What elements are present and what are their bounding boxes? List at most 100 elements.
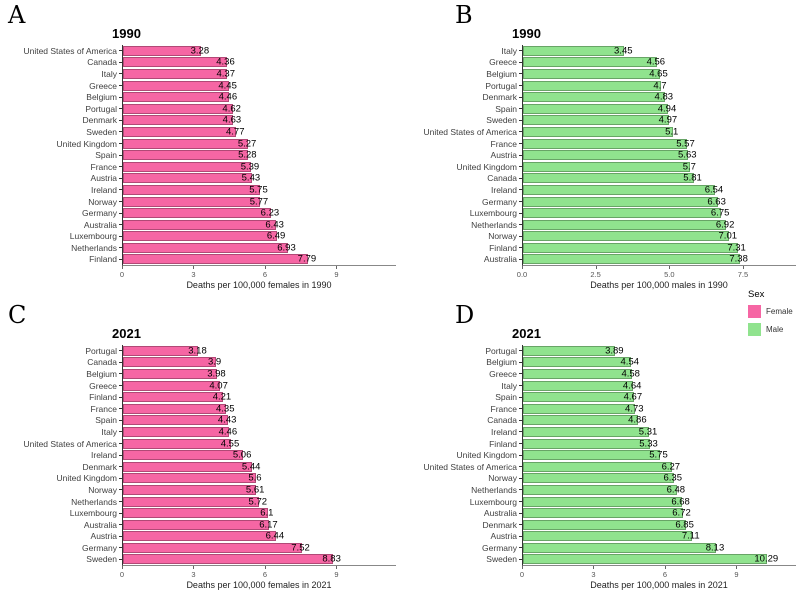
panel-letter: D	[455, 301, 475, 329]
chart-body: Italy Greece Belgium Portugal Denmark Spain Sw…	[404, 45, 796, 267]
country-name: Sweden	[86, 126, 117, 137]
country-name: United States of America	[23, 45, 117, 56]
bar-row: 3.18	[123, 345, 396, 357]
country-name: Ireland	[91, 450, 117, 461]
y-tick-mark	[119, 189, 122, 191]
bar-row: 6.27	[523, 461, 796, 473]
y-tick-mark	[119, 73, 122, 75]
y-axis-label: Finland	[404, 242, 522, 254]
legend-item-male: Male	[748, 323, 793, 336]
bar-portugal: 3.89	[523, 345, 624, 356]
country-name: Austria	[90, 173, 117, 184]
country-name: Belgium	[486, 68, 517, 79]
bar-france: 5.57	[523, 138, 695, 149]
bar-chart-1990-female: 1990 United States of America Canada Italy…	[4, 26, 396, 290]
bar-value-label: 6.63	[707, 196, 726, 208]
x-axis: 0.0 2.5 5.0 7.5	[517, 266, 796, 279]
y-tick-mark	[519, 385, 522, 387]
bar-row: 6.48	[523, 484, 796, 496]
bar-row: 4.67	[523, 391, 796, 403]
y-tick-mark	[519, 73, 522, 75]
bar-luxembourg: 6.49	[123, 231, 285, 242]
y-tick-mark	[519, 466, 522, 468]
bar-ireland: 5.06	[123, 450, 251, 461]
y-tick-mark	[519, 166, 522, 168]
bar-row: 6.1	[123, 507, 396, 519]
bar-value-label: 4.43	[217, 414, 237, 426]
bar-value-label: 5.81	[683, 172, 702, 184]
bar-value-label: 6.48	[666, 484, 686, 496]
bar-row: 4.64	[523, 380, 796, 392]
bar-row: 3.45	[523, 45, 796, 57]
y-tick-mark	[119, 61, 122, 63]
bar-value-label: 6.43	[265, 219, 284, 231]
y-tick-mark	[119, 131, 122, 133]
bar-value-label: 3.89	[605, 345, 624, 357]
bar-value-label: 7.31	[727, 242, 746, 254]
country-name: Luxembourg	[69, 508, 117, 519]
y-tick-mark	[119, 50, 122, 52]
bar-value-label: 6.49	[266, 230, 286, 242]
bar-row: 4.94	[523, 103, 796, 115]
bar-value-label: 4.73	[625, 403, 644, 415]
panel-letter: A	[8, 1, 26, 29]
bar-austria: 5.63	[523, 150, 697, 161]
bar-row: 4.83	[523, 91, 796, 103]
country-name: Luxembourg	[469, 496, 517, 507]
x-tick-mark	[593, 566, 595, 570]
bar-row: 5.28	[123, 149, 396, 161]
bar-value-label: 4.58	[621, 368, 640, 380]
country-name: Sweden	[486, 115, 517, 126]
bar-value-label: 4.67	[623, 391, 643, 403]
bar-value-label: 10.29	[754, 553, 779, 565]
bar-value-label: 7.01	[718, 230, 738, 242]
y-tick-mark	[119, 443, 122, 445]
country-name: United States of America	[423, 461, 517, 472]
country-name: Austria	[490, 150, 517, 161]
bar-australia: 6.72	[523, 508, 691, 519]
y-tick-mark	[119, 247, 122, 249]
bar-greece: 4.07	[123, 380, 228, 391]
bar-australia: 6.17	[123, 519, 278, 530]
bar-value-label: 5.72	[248, 496, 268, 508]
y-axis-label: Denmark	[4, 461, 122, 473]
bar-sweden: 4.97	[523, 115, 677, 126]
bar-value-label: 4.63	[222, 114, 242, 126]
bar-row: 5.81	[523, 173, 796, 185]
y-axis-label: Finland	[404, 438, 522, 450]
y-tick-mark	[519, 235, 522, 237]
bar-value-label: 6.72	[672, 507, 691, 519]
country-name: Luxembourg	[69, 231, 117, 242]
x-tick-label: 0	[119, 570, 125, 580]
bar-austria: 7.11	[523, 531, 700, 542]
y-axis-label: Canada	[4, 357, 122, 369]
country-name: Canada	[87, 57, 117, 68]
bar-canada: 4.86	[523, 415, 647, 426]
bar-row: 8.83	[123, 554, 396, 566]
bar-value-label: 5.33	[639, 438, 658, 450]
country-name: Portugal	[85, 103, 117, 114]
bar-austria: 6.44	[123, 531, 284, 542]
bar-luxembourg: 6.68	[523, 496, 690, 507]
bar-row: 4.35	[123, 403, 396, 415]
country-name: Italy	[101, 426, 117, 437]
bar-canada: 5.81	[523, 173, 702, 184]
bar-value-label: 5.06	[232, 449, 252, 461]
bar-greece: 4.58	[523, 368, 640, 379]
bar-value-label: 4.83	[654, 91, 674, 103]
country-name: United States of America	[423, 126, 517, 137]
bar-row: 6.63	[523, 196, 796, 208]
country-name: Portugal	[485, 345, 517, 356]
y-axis-label: Netherlands	[4, 242, 122, 254]
y-tick-mark	[119, 419, 122, 421]
y-tick-mark	[119, 408, 122, 410]
bar-value-label: 4.46	[218, 426, 238, 438]
bar-row: 7.79	[123, 254, 396, 266]
bar-belgium: 3.98	[123, 368, 226, 379]
y-axis-labels: Portugal Canada Belgium Greece Finland France…	[4, 345, 122, 566]
bar-row: 7.11	[523, 531, 796, 543]
bar-row: 5.39	[123, 161, 396, 173]
country-name: Portugal	[85, 345, 117, 356]
bar-canada: 3.9	[123, 357, 221, 368]
bar-ireland: 5.31	[523, 426, 657, 437]
